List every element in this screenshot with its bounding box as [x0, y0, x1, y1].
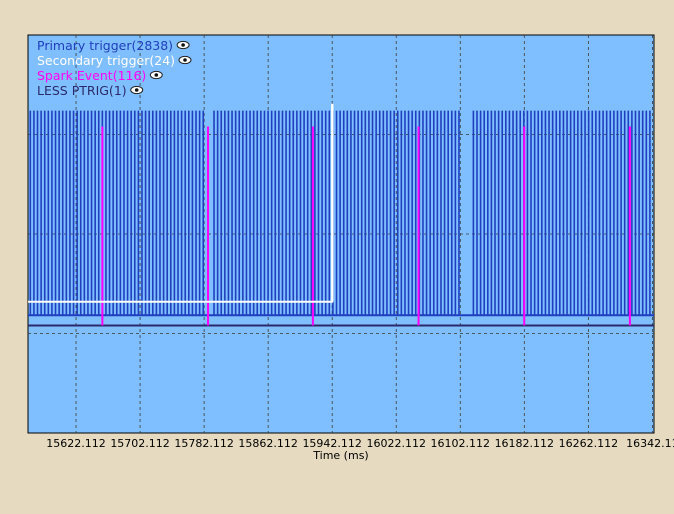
eye-pupil — [183, 58, 187, 62]
x-tick-label: 15942.112 — [302, 437, 362, 450]
eye-pupil — [154, 73, 159, 77]
legend-entry-label: Secondary trigger(24) — [37, 53, 175, 68]
legend-entry-label: Primary trigger(2838) — [37, 38, 173, 53]
legend-entry-label: Spark Event(116) — [37, 68, 146, 83]
eye-pupil — [134, 88, 139, 92]
x-tick-label: 15622.112 — [46, 437, 106, 450]
spark-event-series — [101, 126, 631, 326]
x-tick-label: 16102.112 — [431, 437, 491, 450]
x-tick-label: 16342.11 — [626, 437, 674, 450]
eye-pupil — [181, 43, 185, 47]
x-axis-title: Time (ms) — [312, 449, 368, 462]
legend[interactable]: Primary trigger(2838)Secondary trigger(2… — [37, 38, 192, 98]
series-layer — [28, 103, 654, 327]
eye-icon[interactable] — [149, 70, 163, 80]
primary-trigger-series — [28, 110, 654, 317]
eye-icon[interactable] — [130, 85, 144, 95]
x-tick-label: 15862.112 — [238, 437, 298, 450]
eye-icon[interactable] — [176, 40, 190, 50]
legend-entry-label: LESS PTRIG(1) — [37, 83, 127, 98]
x-tick-label: 15782.112 — [174, 437, 234, 450]
secondary-trigger-series — [28, 103, 334, 303]
x-tick-label: 16022.112 — [366, 437, 426, 450]
x-tick-label: 15702.112 — [110, 437, 170, 450]
x-tick-label: 16182.112 — [495, 437, 555, 450]
eye-icon[interactable] — [178, 55, 192, 65]
x-tick-label: 16262.112 — [559, 437, 619, 450]
x-axis: 15622.112 15702.112 15782.112 15862.112 1594… — [46, 437, 674, 450]
